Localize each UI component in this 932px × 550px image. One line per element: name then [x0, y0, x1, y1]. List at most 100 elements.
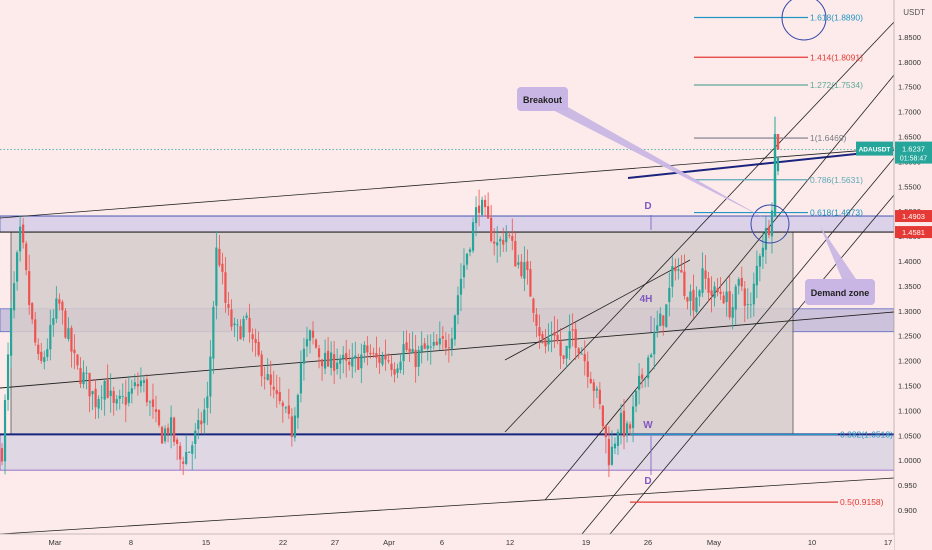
candle-body — [378, 357, 381, 363]
time-tick-label: 15 — [202, 538, 210, 547]
candle-body — [622, 410, 626, 437]
candle-body — [136, 383, 139, 387]
candle-body — [532, 298, 535, 313]
candle-body — [438, 338, 441, 345]
candle-body — [369, 352, 372, 355]
candle-body — [450, 338, 453, 349]
candle-body — [133, 382, 136, 387]
candle-body — [103, 380, 106, 400]
candle-body — [327, 350, 330, 367]
candle-body — [773, 134, 777, 217]
candle-body — [342, 354, 345, 359]
candle-body — [118, 395, 121, 399]
time-axis[interactable]: Mar 8 15 22 27 Apr 6 12 19 26 May 10 17 — [49, 538, 893, 547]
candle-body — [547, 338, 550, 345]
candle-body — [411, 348, 414, 353]
candle-body — [28, 271, 31, 305]
candle-body — [348, 361, 351, 365]
candle-body — [112, 391, 115, 403]
time-tick-label: 17 — [884, 538, 892, 547]
candle-body — [574, 329, 577, 348]
candle-body — [333, 354, 336, 371]
candle-body — [70, 327, 73, 352]
candle-body — [43, 357, 46, 363]
candle-body — [85, 372, 88, 374]
candle-body — [638, 375, 641, 390]
candle-body — [372, 352, 375, 354]
last-price-label: 1.6237 — [902, 145, 925, 154]
candle-body — [130, 388, 133, 394]
fib-label-0.382: 0.382(1.0518) — [840, 429, 893, 439]
label-4h: 4H — [640, 294, 653, 305]
price-tag-label: 1.4903 — [902, 212, 925, 221]
candle-body — [203, 409, 206, 424]
candle-body — [471, 222, 475, 251]
candle-body — [776, 157, 780, 172]
candle-body — [194, 430, 197, 444]
candle-body — [31, 303, 34, 320]
candle-body — [179, 445, 182, 460]
candle-body — [176, 439, 179, 444]
price-tick-label: 1.3500 — [898, 282, 921, 291]
candle-body — [695, 297, 698, 313]
candle-body — [236, 324, 239, 326]
plot-area[interactable]: 1.618(1.8890) 1.414(1.8091) 1.272(1.7534) 1… — [0, 0, 894, 534]
candle-body — [251, 334, 254, 340]
candle-body — [197, 420, 200, 430]
candle-body — [556, 334, 559, 342]
candle-body — [619, 412, 623, 434]
candle-body — [284, 407, 287, 409]
candle-body — [468, 249, 472, 253]
candle-body — [302, 348, 306, 364]
demand-callout-box — [805, 279, 875, 305]
candle-body — [311, 330, 315, 338]
candle-body — [281, 402, 284, 407]
time-tick-label: 26 — [644, 538, 652, 547]
candle-body — [191, 445, 194, 454]
candle-body — [22, 224, 25, 243]
candle-body — [429, 346, 432, 348]
price-tick-label: 1.3000 — [898, 307, 921, 316]
candle-body — [598, 389, 601, 404]
candle-body — [776, 134, 780, 150]
candle-body — [360, 354, 363, 369]
time-axis-panel — [0, 534, 894, 550]
candle-body — [94, 388, 97, 408]
candle-body — [752, 283, 755, 305]
candle-body — [447, 347, 450, 349]
candle-body — [55, 298, 58, 319]
candle-body — [764, 228, 768, 250]
candle-body — [188, 451, 191, 453]
candle-body — [595, 388, 598, 391]
candle-body — [659, 313, 662, 326]
channel-line-4 — [609, 194, 894, 534]
candle-body — [644, 377, 647, 379]
candle-body — [674, 266, 677, 272]
candle-body — [173, 417, 176, 442]
price-tick-label: 1.8000 — [898, 58, 921, 67]
price-tags: ADAUSDT 1.6237 01:58:47 1.4903 1.4581 — [856, 141, 932, 239]
candle-body — [568, 331, 571, 349]
candle-body — [459, 278, 463, 295]
candle-body — [233, 323, 236, 326]
price-tick-label: 1.2000 — [898, 357, 921, 366]
candle-body — [625, 423, 629, 436]
candle-body — [477, 205, 481, 213]
price-tag — [895, 210, 932, 223]
candle-body — [577, 348, 580, 354]
channel-line-5 — [504, 259, 691, 361]
candle-body — [215, 247, 218, 306]
candle-body — [275, 389, 278, 395]
candle-body — [734, 286, 737, 310]
trendline-lower — [0, 477, 894, 534]
candle-body — [634, 390, 638, 407]
candle-body — [61, 301, 64, 311]
candle-body — [124, 396, 127, 405]
candle-body — [200, 420, 203, 425]
candle-body — [653, 331, 656, 355]
channel-line-1 — [504, 21, 894, 433]
candle-body — [592, 382, 595, 391]
candle-body — [263, 377, 266, 379]
trendline-middle — [0, 311, 894, 389]
